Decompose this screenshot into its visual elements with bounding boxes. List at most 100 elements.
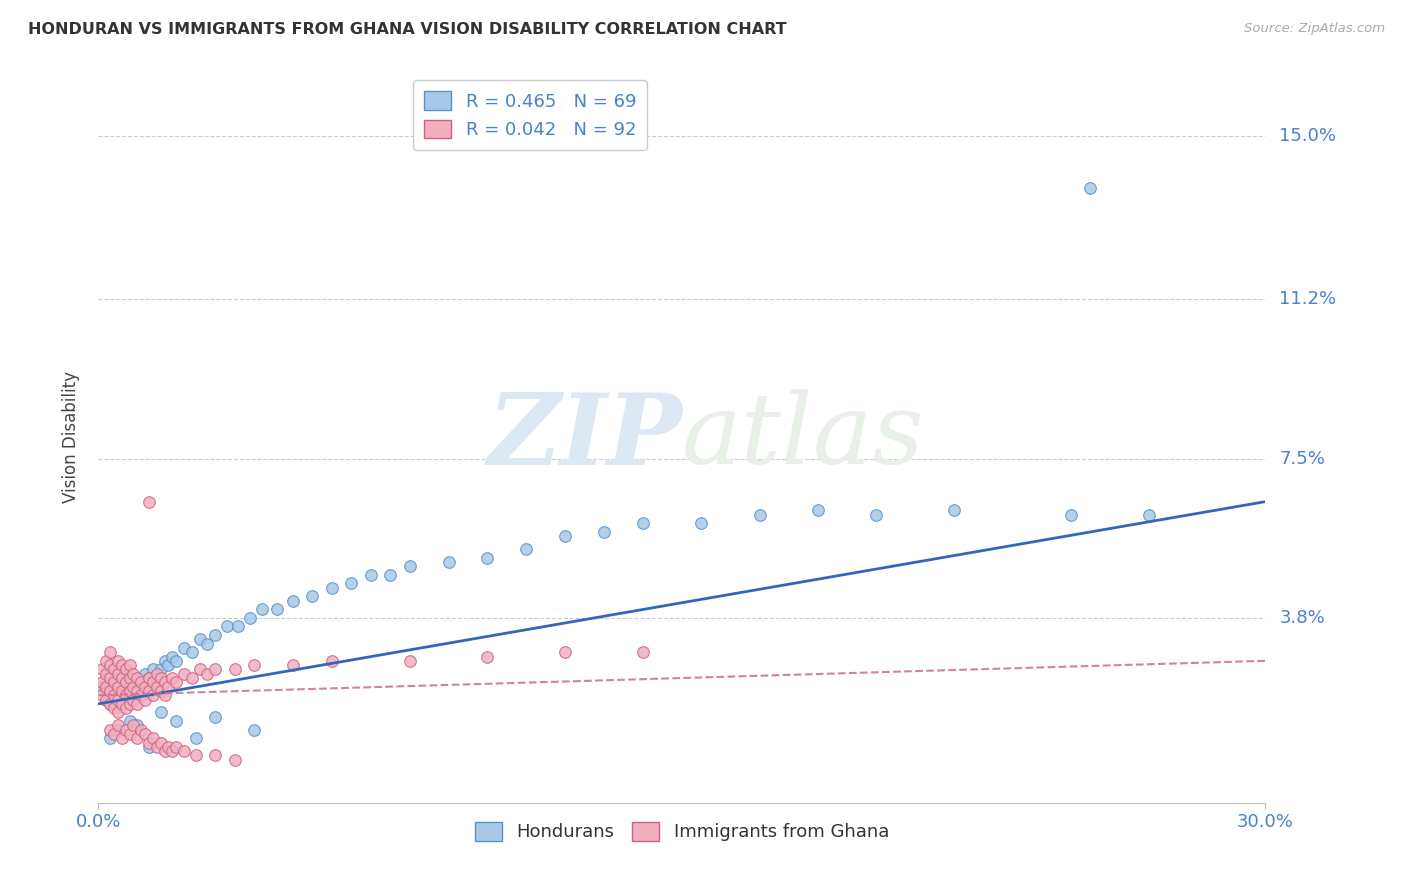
Point [118,675,141,690]
Point [111,671,134,685]
Point [149,662,172,676]
Point [96,675,118,690]
Point [103,688,125,702]
Point [477,649,499,664]
Point [142,688,165,702]
Point [122,680,145,694]
Point [138,671,160,685]
Point [138,684,160,698]
Point [103,680,125,694]
Point [146,675,169,690]
Point [127,718,149,732]
Point [127,684,149,698]
Point [195,637,218,651]
Point [360,567,382,582]
Point [107,666,129,681]
Point [118,727,141,741]
Point [127,697,149,711]
Point [107,706,129,720]
Point [301,589,323,603]
Point [118,714,141,728]
Point [103,662,125,676]
Point [398,559,420,574]
Point [96,680,118,694]
Point [118,658,141,673]
Point [204,748,226,763]
Point [127,731,149,746]
Point [107,684,129,698]
Point [188,662,211,676]
Point [142,662,165,676]
Point [153,654,176,668]
Point [111,692,134,706]
Text: 7.5%: 7.5% [1279,450,1326,467]
Point [111,658,134,673]
Point [91,680,114,694]
Point [142,731,165,746]
Point [107,718,129,732]
Point [184,731,207,746]
Point [138,735,160,749]
Point [146,680,169,694]
Point [129,675,152,690]
Point [134,692,156,706]
Point [127,671,149,685]
Point [114,688,136,702]
Point [122,680,145,694]
Point [122,718,145,732]
Point [250,602,273,616]
Point [96,692,118,706]
Point [118,684,141,698]
Point [554,645,576,659]
Point [114,701,136,715]
Point [321,581,343,595]
Point [149,735,172,749]
Point [477,550,499,565]
Point [153,744,176,758]
Point [515,541,537,556]
Point [165,714,187,728]
Point [554,529,576,543]
Point [380,567,402,582]
Point [98,684,121,698]
Point [96,654,118,668]
Point [204,628,226,642]
Point [134,666,156,681]
Point [114,684,136,698]
Point [98,731,121,746]
Point [180,645,202,659]
Point [96,692,118,706]
Point [98,658,121,673]
Point [134,680,156,694]
Point [224,662,246,676]
Point [149,671,172,685]
Point [173,666,195,681]
Point [266,602,288,616]
Point [122,692,145,706]
Point [149,684,172,698]
Point [111,684,134,698]
Point [98,697,121,711]
Point [129,675,152,690]
Point [157,739,180,754]
Point [107,723,129,737]
Point [118,697,141,711]
Point [398,654,420,668]
Point [149,706,172,720]
Point [281,593,304,607]
Point [165,675,187,690]
Point [107,654,129,668]
Text: 11.2%: 11.2% [1279,291,1337,309]
Point [107,692,129,706]
Point [631,516,654,530]
Point [138,739,160,754]
Point [165,654,187,668]
Point [96,666,118,681]
Point [943,503,966,517]
Point [129,688,152,702]
Point [103,675,125,690]
Point [146,739,169,754]
Text: atlas: atlas [682,390,925,484]
Point [103,688,125,702]
Point [134,727,156,741]
